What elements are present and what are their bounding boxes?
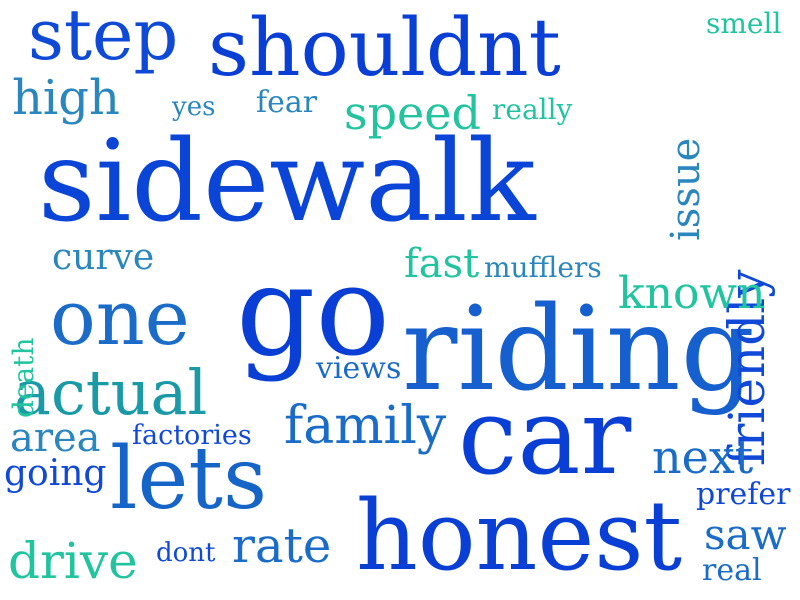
word-real: real <box>702 553 762 588</box>
word-death: death <box>7 337 40 418</box>
word-step: step <box>28 0 179 76</box>
word-sidewalk: sidewalk <box>38 117 536 247</box>
word-saw: saw <box>704 510 787 559</box>
word-lets: lets <box>110 429 268 529</box>
word-area: area <box>10 415 101 461</box>
word-curve: curve <box>52 237 155 278</box>
word-one: one <box>50 273 190 362</box>
word-drive: drive <box>8 532 138 590</box>
word-go: go <box>236 240 391 384</box>
word-going: going <box>4 453 107 494</box>
word-mufflers: mufflers <box>484 251 602 284</box>
word-next: next <box>652 430 754 484</box>
word-actual: actual <box>14 356 208 429</box>
word-rate: rate <box>232 518 332 574</box>
word-honest: honest <box>356 480 683 592</box>
word-speed: speed <box>344 86 481 140</box>
word-family: family <box>284 396 447 456</box>
word-prefer: prefer <box>696 477 791 512</box>
word-smell: smell <box>706 7 782 40</box>
word-known: known <box>618 268 766 319</box>
word-dont: dont <box>156 538 216 568</box>
word-factories: factories <box>132 420 252 451</box>
word-riding: riding <box>402 282 755 417</box>
word-views: views <box>316 351 402 386</box>
word-car: car <box>458 375 632 498</box>
word-really: really <box>492 93 573 126</box>
word-yes: yes <box>172 92 216 122</box>
word-fast: fast <box>404 241 480 287</box>
word-issue: issue <box>663 137 709 241</box>
word-fear: fear <box>256 85 318 120</box>
word-shouldnt: shouldnt <box>208 1 561 94</box>
word-high: high <box>12 70 120 126</box>
